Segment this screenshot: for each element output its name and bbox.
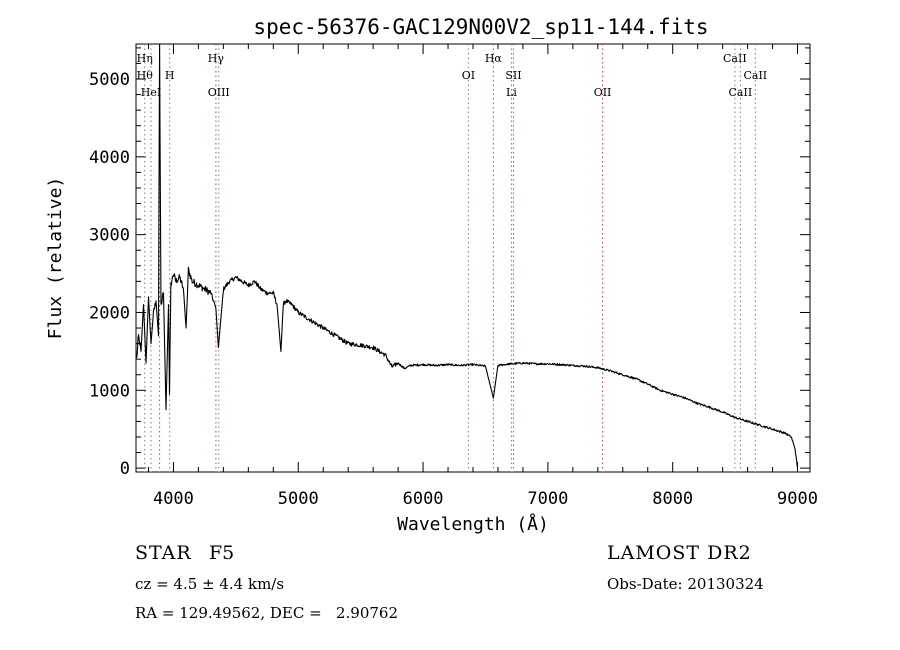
y-tick-label: 3000 [89,226,130,246]
y-tick-label: 0 [120,459,130,479]
line-marker-label: CaII [723,52,747,65]
line-marker-label: OI [462,69,475,82]
coordinates-text: RA = 129.49562, DEC = 2.90762 [135,604,399,622]
line-marker-label: SII [505,69,521,82]
y-tick-label: 1000 [89,381,130,401]
x-tick-label: 8000 [652,489,693,509]
line-marker-label: HeI [141,86,161,99]
line-marker-label: Hθ [137,69,154,82]
line-marker-label: Hα [485,52,503,65]
line-marker-label: Hγ [208,52,225,65]
line-marker-label: OII [594,86,612,99]
x-tick-label: 5000 [278,489,319,509]
y-tick-label: 4000 [89,148,130,168]
line-marker-label: H [165,69,175,82]
object-subclass: F5 [209,542,235,564]
line-marker-label: CaII [729,86,753,99]
x-axis-label: Wavelength (Å) [397,513,549,535]
x-tick-label: 9000 [777,489,818,509]
survey-label: LAMOST DR2 [607,542,752,564]
plot-frame [135,43,811,473]
x-tick-label: 7000 [527,489,568,509]
chart-title: spec-56376-GAC129N00V2_sp11-144.fits [253,15,708,39]
y-tick-label: 5000 [89,70,130,90]
redshift-text: cz = 4.5 ± 4.4 km/s [135,575,285,593]
x-tick-label: 6000 [403,489,444,509]
y-tick-label: 2000 [89,303,130,323]
line-marker-label: OIII [208,86,230,99]
spectrum-line [136,43,799,469]
y-axis-label: Flux (relative) [45,177,66,340]
line-marker-label: CaII [743,69,767,82]
x-tick-label: 4000 [153,489,194,509]
object-class: STAR [135,542,192,564]
obs-date-text: Obs-Date: 20130324 [607,575,764,593]
line-marker-label: Hη [137,52,153,65]
line-marker-label: Li [506,86,517,99]
